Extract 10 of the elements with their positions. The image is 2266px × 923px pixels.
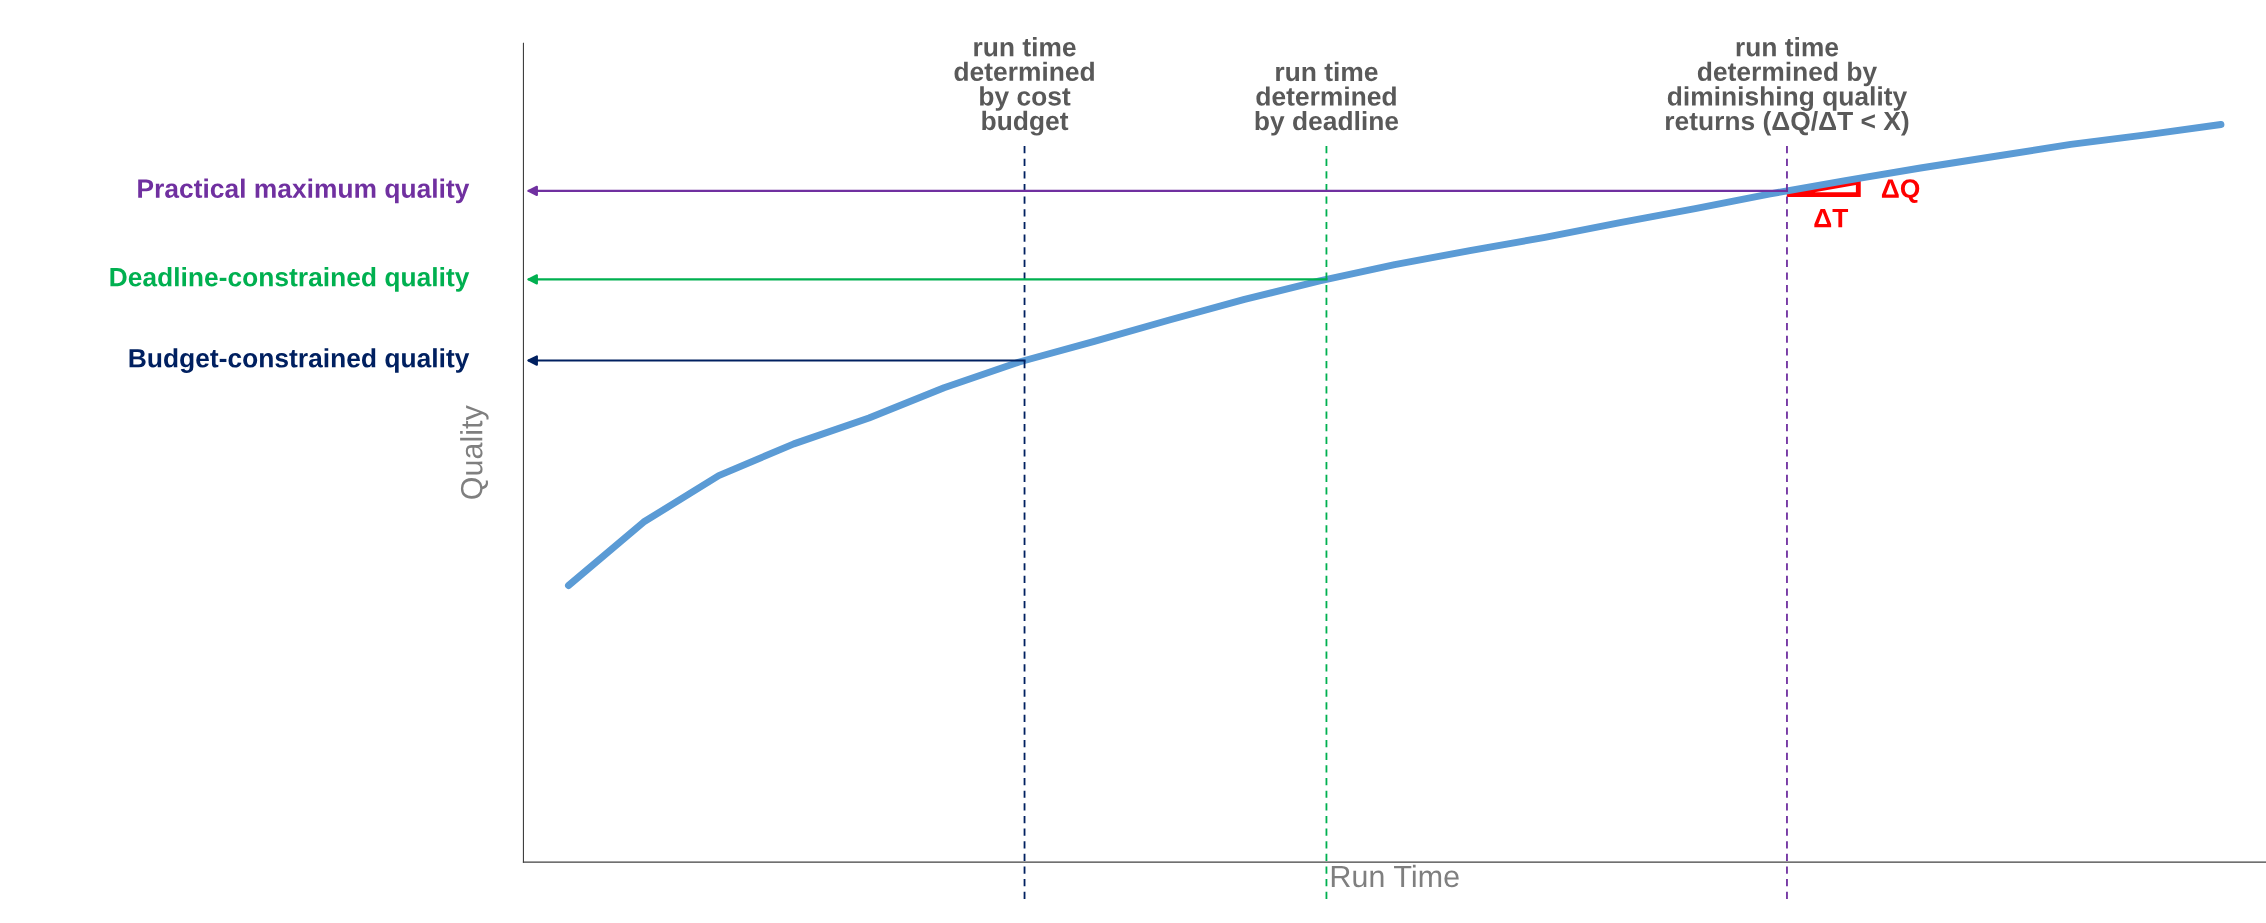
annotation: ΔT (1814, 209, 1849, 228)
ref-line-label: Practical maximum quality (138, 178, 470, 204)
ref-line-label: Budget-constrained quality (129, 348, 470, 373)
ref-line-label: Deadline-constrained quality (110, 267, 470, 292)
annotation: run time determined by diminishing quality returns (ΔQ/ΔT < X) (1666, 37, 1909, 136)
annotation: run time determined by cost budget (954, 37, 1094, 136)
y-axis-title: Quality (460, 405, 489, 499)
annotation: ΔQ (1881, 179, 1920, 203)
x-axis-title: Run Time (1331, 864, 1459, 888)
annotation: run time determined by deadline (1255, 61, 1399, 136)
